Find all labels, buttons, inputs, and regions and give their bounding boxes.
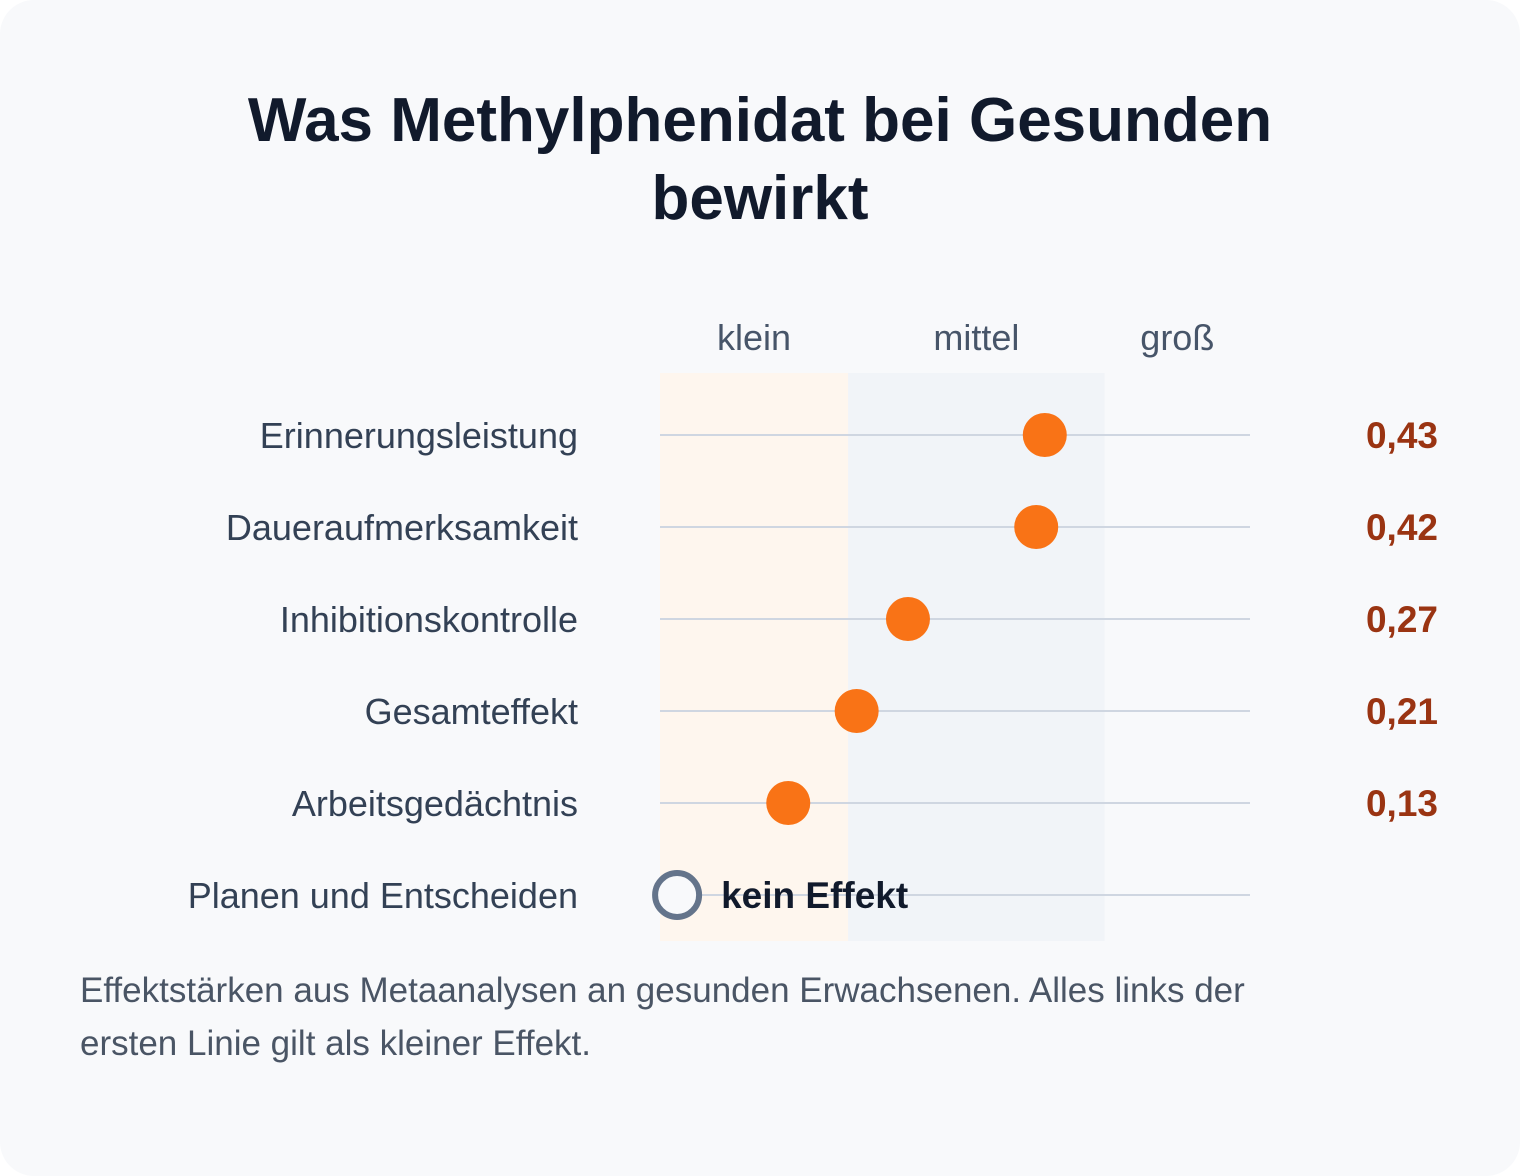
category-label-1: Daueraufmerksamkeit <box>226 507 578 548</box>
category-label-2: Inhibitionskontrolle <box>280 599 578 640</box>
effect-dot-0 <box>1022 413 1067 457</box>
band-1-area <box>848 373 1105 941</box>
value-label-0: 0,43 <box>1366 415 1438 456</box>
effect-dot-1 <box>1014 505 1059 549</box>
category-label-5: Planen und Entscheiden <box>188 875 578 916</box>
chart-title: Was Methylphenidat bei Gesunden bewirkt <box>247 86 1273 233</box>
category-label-0: Erinnerungsleistung <box>260 415 578 456</box>
value-label-3: 0,21 <box>1366 691 1438 732</box>
band-0-area <box>660 373 849 941</box>
chart-footnote: Effektstärken aus Metaanalysen an gesund… <box>80 971 1245 1063</box>
effect-dot-3 <box>834 689 879 733</box>
category-label-4: Arbeitsgedächtnis <box>292 783 578 824</box>
band-label-2: groß <box>1140 317 1214 358</box>
value-label-2: 0,27 <box>1366 599 1438 640</box>
null-effect-label: kein Effekt <box>721 875 908 916</box>
null-effect-marker <box>652 870 703 920</box>
effect-dot-4 <box>766 781 811 825</box>
category-label-3: Gesamteffekt <box>365 691 578 732</box>
band-label-1: mittel <box>933 317 1019 358</box>
band-label-0: klein <box>717 317 791 358</box>
value-label-1: 0,42 <box>1366 507 1438 548</box>
value-label-4: 0,13 <box>1366 783 1438 824</box>
effect-dot-2 <box>885 597 930 641</box>
